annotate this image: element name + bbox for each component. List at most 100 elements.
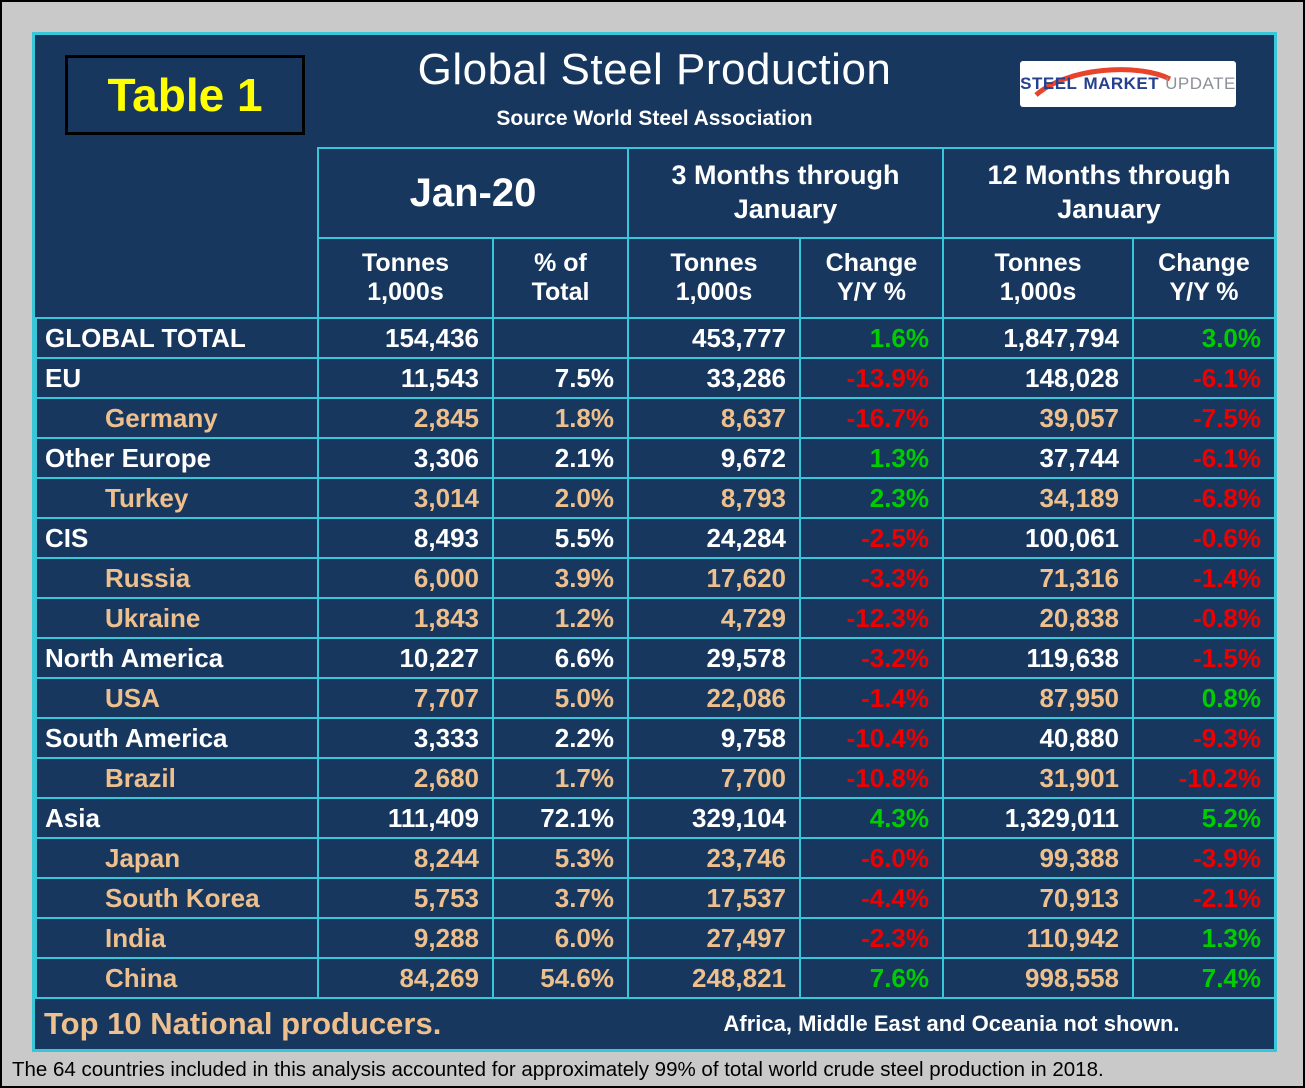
cell-jan-pct: 5.0% bbox=[492, 677, 629, 719]
cell-label: South Korea bbox=[35, 877, 319, 919]
cell-12m-change: -6.8% bbox=[1131, 477, 1274, 519]
table-row: South America 3,333 2.2% 9,758 -10.4% 40,880-… bbox=[35, 717, 1274, 759]
page-subtitle: Source World Steel Association bbox=[496, 107, 813, 130]
cell-label: Russia bbox=[35, 557, 319, 599]
cell-jan-pct: 2.0% bbox=[492, 477, 629, 519]
logo-swoosh-icon bbox=[1034, 67, 1172, 97]
cell-label: China bbox=[35, 957, 319, 999]
logo-word-market: MARKET bbox=[1083, 74, 1160, 93]
footer-note-left: Top 10 National producers. bbox=[36, 997, 628, 1048]
cell-12m-tonnes: 70,913 bbox=[942, 877, 1134, 919]
cell-jan-tonnes: 8,244 bbox=[317, 837, 494, 879]
cell-3m-change: 1.6% bbox=[799, 317, 944, 359]
cell-3m-tonnes: 27,497 bbox=[627, 917, 801, 959]
cell-12m-tonnes: 39,057 bbox=[942, 397, 1134, 439]
cell-3m-change: -3.2% bbox=[799, 637, 944, 679]
header-spacer bbox=[36, 148, 319, 319]
title-block: Global Steel Production Source World Ste… bbox=[35, 45, 1274, 131]
cell-jan-tonnes: 2,680 bbox=[317, 757, 494, 799]
cell-3m-tonnes: 248,821 bbox=[627, 957, 801, 999]
cell-12m-change: 5.2% bbox=[1131, 797, 1274, 839]
table-row: Ukraine 1,843 1.2% 4,729 -12.3% 20,838 -0.8% bbox=[35, 597, 1274, 639]
cell-3m-change: 7.6% bbox=[799, 957, 944, 999]
cell-12m-change: -0.8% bbox=[1131, 597, 1274, 639]
cell-12m-change: -0.6% bbox=[1131, 517, 1274, 559]
cell-jan-pct: 1.8% bbox=[492, 397, 629, 439]
table-row: Germany 2,845 1.8% 8,637 -16.7% 39,057 -7.5% bbox=[35, 397, 1274, 439]
logo-word-update: UPDATE bbox=[1165, 74, 1236, 93]
cell-jan-tonnes: 84,269 bbox=[317, 957, 494, 999]
footer-row: Top 10 National producers. Africa, Middl… bbox=[36, 997, 1274, 1048]
cell-12m-tonnes: 71,316 bbox=[942, 557, 1134, 599]
cell-3m-change: -2.5% bbox=[799, 517, 944, 559]
table-row: EU 11,543 7.5% 33,286 -13.9% 148,028 -6.1% bbox=[35, 357, 1274, 399]
cell-jan-tonnes: 8,493 bbox=[317, 517, 494, 559]
cell-3m-tonnes: 8,637 bbox=[627, 397, 801, 439]
column-group-jan20: Jan-20 bbox=[317, 147, 629, 239]
col-header-jan-tonnes: Tonnes 1,000s bbox=[317, 237, 494, 319]
cell-jan-tonnes: 2,845 bbox=[317, 397, 494, 439]
cell-jan-tonnes: 3,014 bbox=[317, 477, 494, 519]
cell-12m-tonnes: 31,901 bbox=[942, 757, 1134, 799]
cell-label: Turkey bbox=[35, 477, 319, 519]
cell-label: Other Europe bbox=[35, 437, 319, 479]
cell-3m-change: 4.3% bbox=[799, 797, 944, 839]
page-title: Global Steel Production bbox=[417, 45, 892, 94]
table-row: South Korea 5,753 3.7% 17,537 -4.4% 70,913 -2.… bbox=[35, 877, 1274, 919]
cell-12m-tonnes: 998,558 bbox=[942, 957, 1134, 999]
table-number-badge: Table 1 bbox=[65, 55, 305, 135]
cell-3m-tonnes: 453,777 bbox=[627, 317, 801, 359]
cell-jan-pct: 3.7% bbox=[492, 877, 629, 919]
cell-12m-tonnes: 148,028 bbox=[942, 357, 1134, 399]
cell-jan-pct: 1.7% bbox=[492, 757, 629, 799]
cell-3m-tonnes: 329,104 bbox=[627, 797, 801, 839]
cell-3m-tonnes: 7,700 bbox=[627, 757, 801, 799]
cell-3m-change: -6.0% bbox=[799, 837, 944, 879]
cell-3m-change: -10.8% bbox=[799, 757, 944, 799]
table-row: USA 7,707 5.0% 22,086 -1.4% 87,950 0.8% bbox=[35, 677, 1274, 719]
col-header-12m-change: Change Y/Y % bbox=[1131, 237, 1274, 319]
cell-jan-pct: 72.1% bbox=[492, 797, 629, 839]
cell-3m-tonnes: 17,537 bbox=[627, 877, 801, 919]
cell-jan-tonnes: 1,843 bbox=[317, 597, 494, 639]
cell-12m-tonnes: 119,638 bbox=[942, 637, 1134, 679]
cell-label: Japan bbox=[35, 837, 319, 879]
cell-label: CIS bbox=[35, 517, 319, 559]
col-header-12m-tonnes: Tonnes 1,000s bbox=[942, 237, 1134, 319]
cell-12m-change: -7.5% bbox=[1131, 397, 1274, 439]
table-row: Brazil 2,680 1.7% 7,700 -10.8% 31,901 -10.2% bbox=[35, 757, 1274, 799]
cell-12m-tonnes: 110,942 bbox=[942, 917, 1134, 959]
cell-label: Germany bbox=[35, 397, 319, 439]
cell-jan-pct: 5.3% bbox=[492, 837, 629, 879]
cell-3m-change: -16.7% bbox=[799, 397, 944, 439]
logo-text: STEEL MARKET UPDATE bbox=[1020, 61, 1236, 107]
cell-jan-tonnes: 6,000 bbox=[317, 557, 494, 599]
header-band: Table 1 Global Steel Production Source W… bbox=[35, 35, 1274, 147]
cell-12m-change: 1.3% bbox=[1131, 917, 1274, 959]
cell-label: North America bbox=[35, 637, 319, 679]
cell-12m-change: -3.9% bbox=[1131, 837, 1274, 879]
cell-3m-tonnes: 17,620 bbox=[627, 557, 801, 599]
cell-3m-tonnes: 23,746 bbox=[627, 837, 801, 879]
cell-12m-change: -2.1% bbox=[1131, 877, 1274, 919]
logo-word-steel: STEEL bbox=[1020, 74, 1078, 93]
table-row: Other Europe 3,306 2.1% 9,672 1.3% 37,744 -6.1… bbox=[35, 437, 1274, 479]
cell-12m-tonnes: 87,950 bbox=[942, 677, 1134, 719]
cell-jan-tonnes: 9,288 bbox=[317, 917, 494, 959]
cell-12m-change: 3.0% bbox=[1131, 317, 1274, 359]
cell-label: India bbox=[35, 917, 319, 959]
cell-jan-tonnes: 10,227 bbox=[317, 637, 494, 679]
cell-3m-change: -3.3% bbox=[799, 557, 944, 599]
cell-jan-pct: 5.5% bbox=[492, 517, 629, 559]
cell-12m-change: -6.1% bbox=[1131, 437, 1274, 479]
table-header: Jan-20 3 Months through January 12 Month… bbox=[36, 147, 1274, 319]
cell-12m-tonnes: 34,189 bbox=[942, 477, 1134, 519]
cell-label: GLOBAL TOTAL bbox=[35, 317, 319, 359]
cell-12m-tonnes: 20,838 bbox=[942, 597, 1134, 639]
production-table: Jan-20 3 Months through January 12 Month… bbox=[35, 147, 1274, 1048]
table-row: CIS 8,493 5.5% 24,284 -2.5% 100,061 -0.6% bbox=[35, 517, 1274, 559]
cell-label: Ukraine bbox=[35, 597, 319, 639]
cell-3m-change: -13.9% bbox=[799, 357, 944, 399]
col-header-3m-tonnes: Tonnes 1,000s bbox=[627, 237, 801, 319]
